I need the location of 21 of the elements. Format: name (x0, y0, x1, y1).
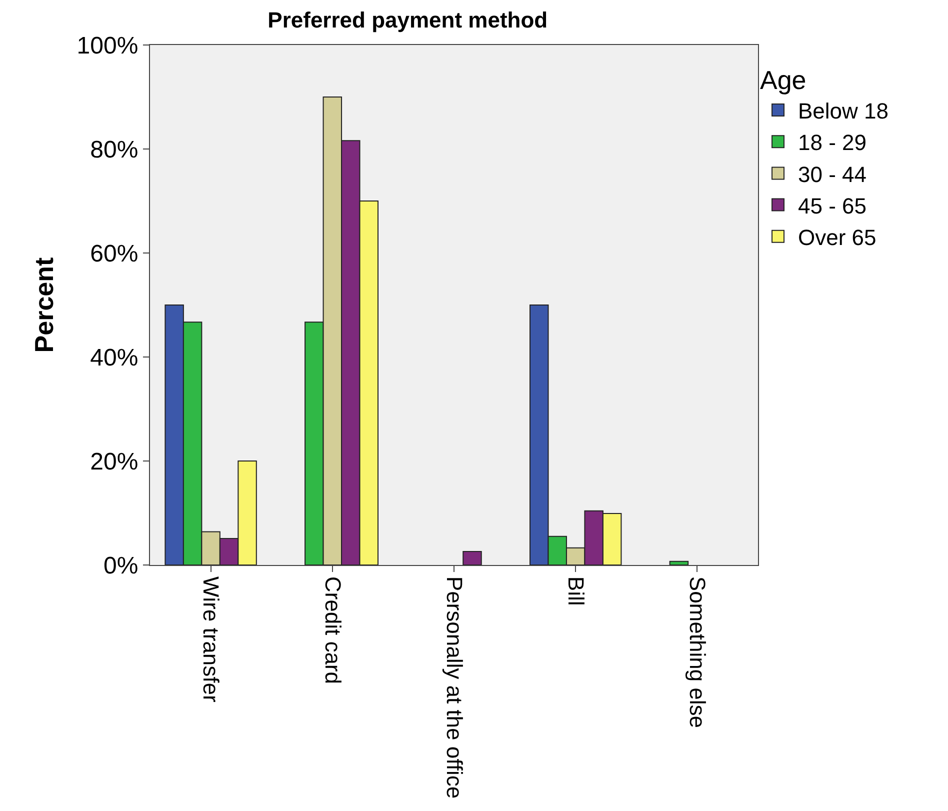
x-tick-label: Bill (563, 576, 588, 606)
x-tick-label: Credit card (320, 576, 346, 684)
x-tick-label: Personally at the office (442, 576, 467, 799)
legend-label: Below 18 (798, 98, 889, 124)
bar (462, 550, 482, 565)
legend-label: 45 - 65 (798, 193, 866, 218)
legend-label: 30 - 44 (798, 162, 866, 187)
y-tick-label: 20% (90, 448, 138, 476)
x-tick-label: Wire transfer (198, 576, 224, 702)
y-tick-label: 80% (90, 136, 138, 164)
bar (669, 560, 689, 565)
y-tick-label: 60% (90, 240, 138, 268)
chart-title: Preferred payment method (268, 8, 548, 33)
y-tick-label: 100% (76, 32, 138, 60)
y-tick-label: 0% (104, 552, 138, 580)
legend-label: Over 65 (798, 224, 876, 250)
legend-title: Age (760, 65, 806, 96)
x-tick-label: Something else (685, 576, 710, 728)
legend-label: 18 - 29 (798, 130, 866, 156)
y-axis-title: Percent (29, 256, 60, 353)
y-tick-label: 40% (90, 344, 138, 372)
